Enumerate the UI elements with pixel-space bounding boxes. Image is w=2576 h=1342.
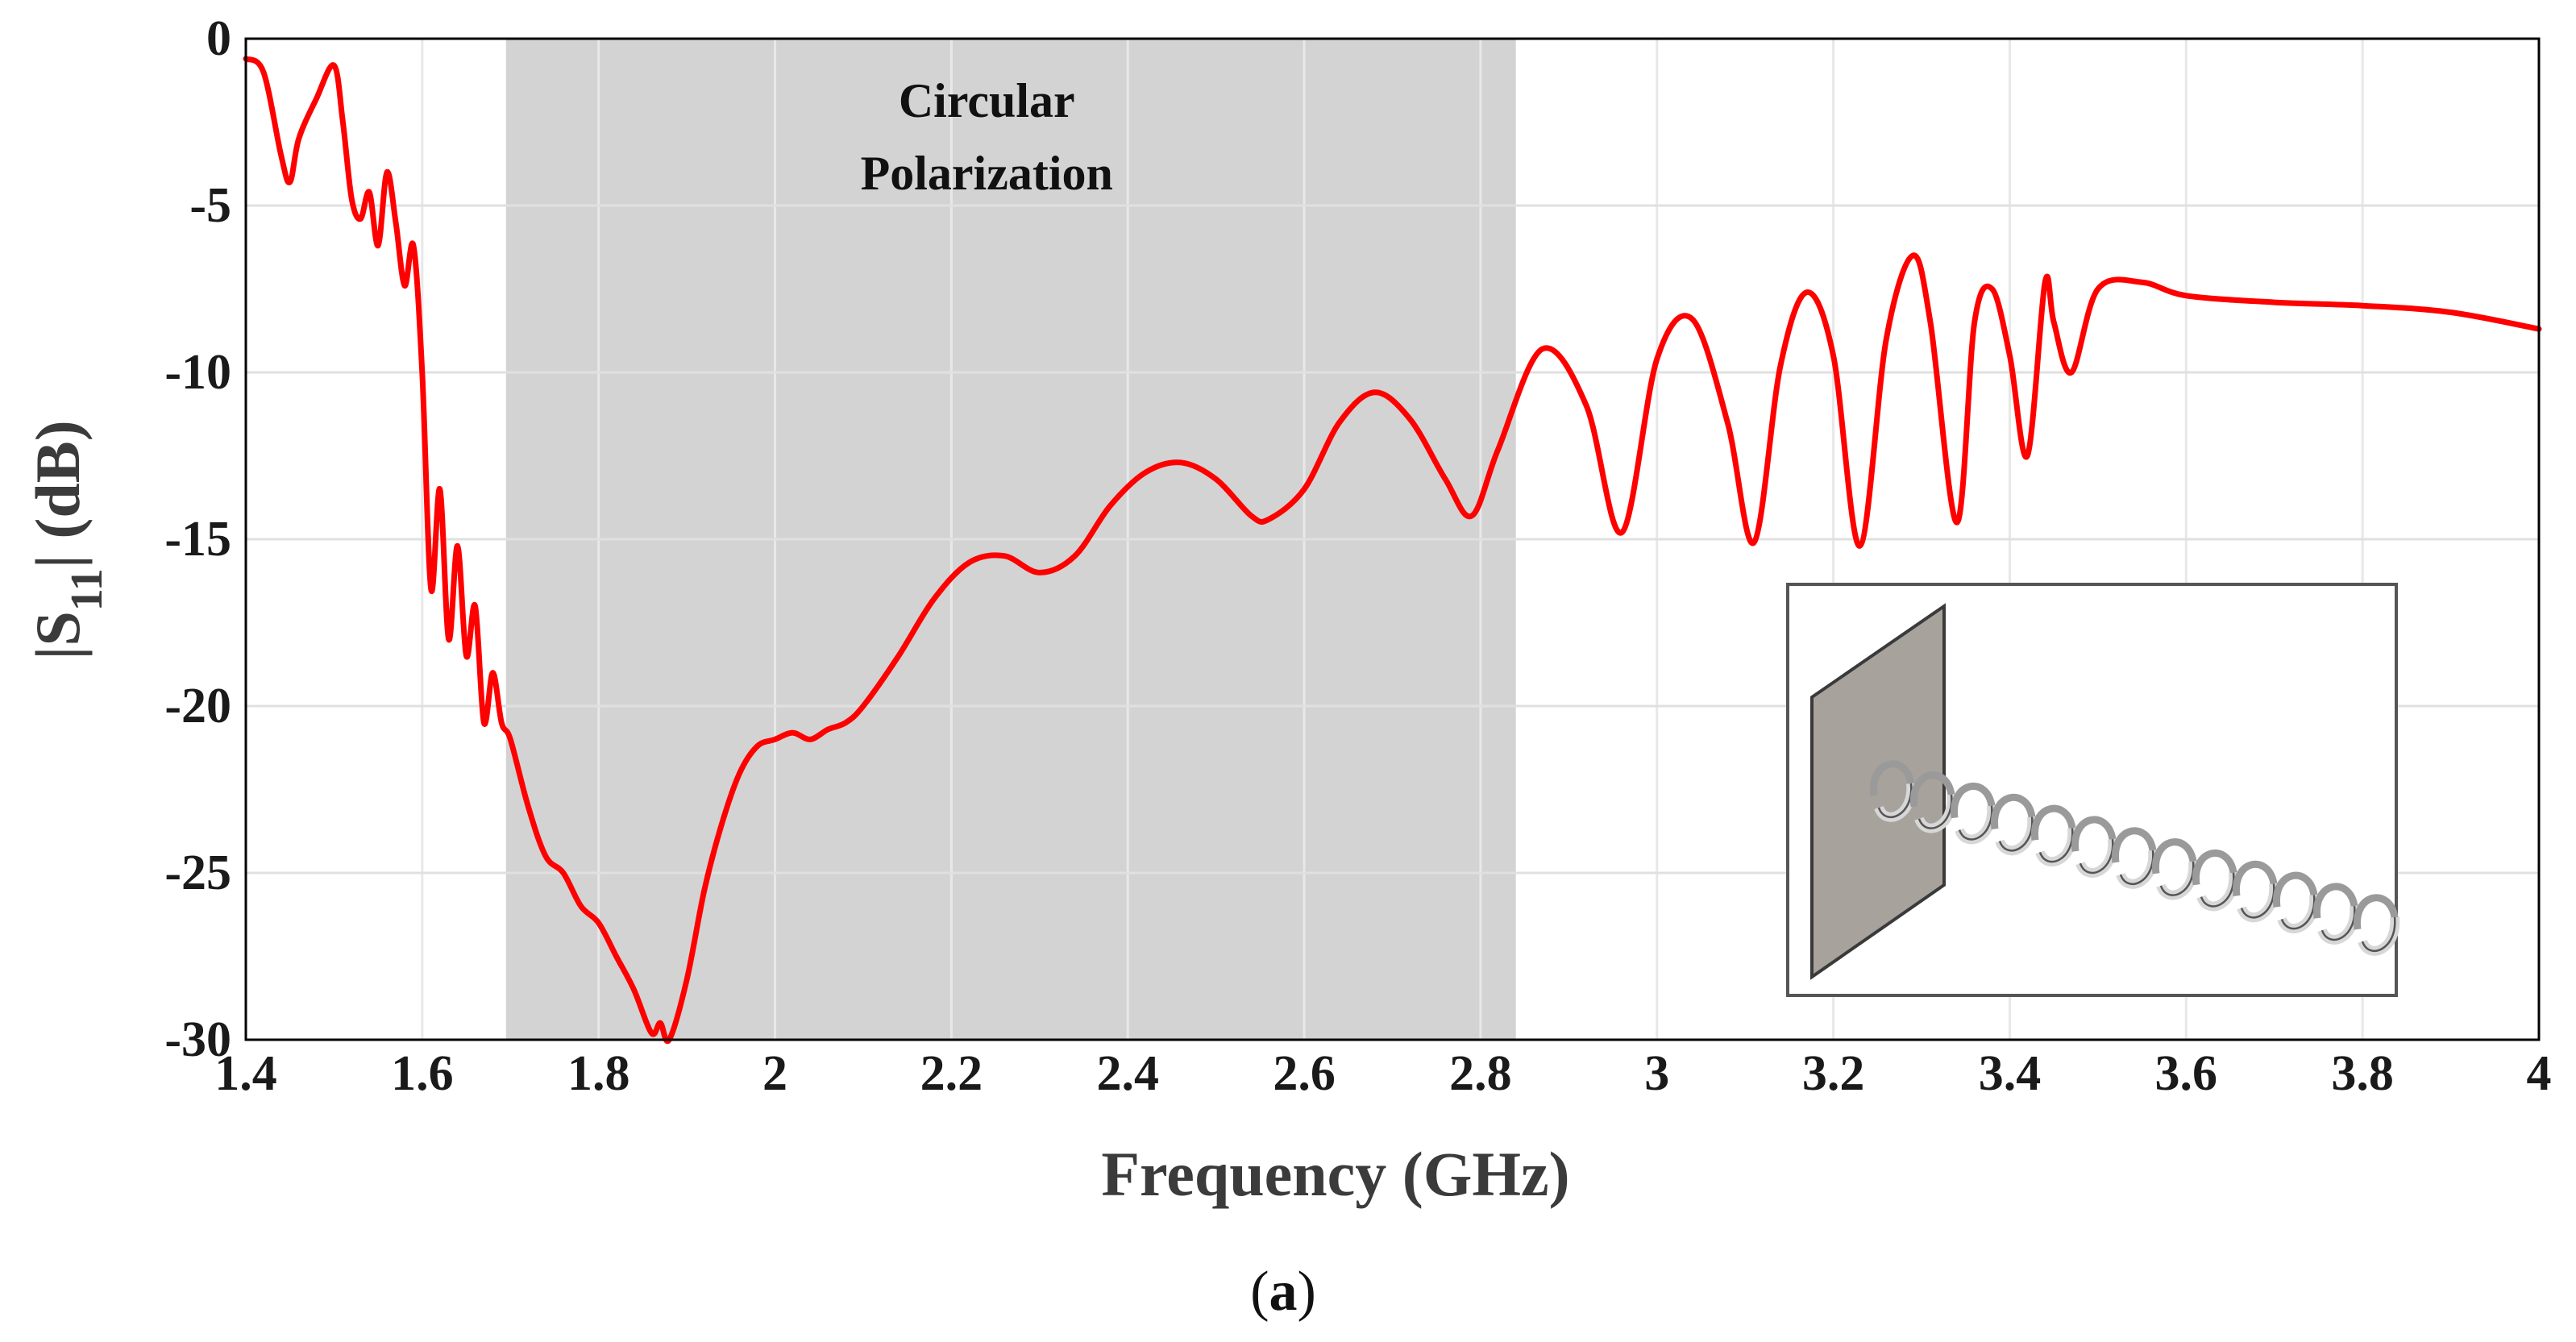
helix-turn-back bbox=[1910, 771, 1955, 808]
caption-letter: a bbox=[1269, 1261, 1298, 1323]
x-tick-label: 2.8 bbox=[1449, 1046, 1512, 1101]
s11-series-line bbox=[243, 56, 2542, 1045]
x-tick-label: 1.4 bbox=[214, 1046, 277, 1101]
x-tick-label: 3.2 bbox=[1802, 1046, 1865, 1101]
y-tick-labels: 0 -5 -10 -15 -20 -25 -30 bbox=[164, 11, 231, 1067]
x-tick-label: 1.6 bbox=[391, 1046, 454, 1101]
helix-turn-back bbox=[2192, 849, 2237, 886]
helix-turn-back bbox=[1870, 760, 1915, 796]
y-tick-label: -5 bbox=[189, 178, 231, 233]
x-tick-label: 4 bbox=[2527, 1046, 2552, 1101]
x-tick-label: 2.4 bbox=[1096, 1046, 1159, 1101]
helix-turn-back bbox=[2152, 838, 2197, 875]
y-axis-label-open: |S bbox=[23, 611, 93, 660]
antenna-inset bbox=[1786, 583, 2400, 997]
helix-turn-back bbox=[2112, 827, 2157, 863]
helix-turn-back bbox=[1951, 782, 1996, 819]
helix-turn-back bbox=[1991, 793, 2036, 830]
helix-turn-back bbox=[2031, 804, 2076, 841]
x-tick-label: 3.8 bbox=[2331, 1046, 2394, 1101]
x-tick-label: 2.2 bbox=[920, 1046, 983, 1101]
y-tick-label: -15 bbox=[164, 512, 231, 567]
x-tick-label: 3.4 bbox=[1979, 1046, 2042, 1101]
y-axis-label-close: | (dB) bbox=[23, 420, 93, 568]
y-axis-label-subscript: 11 bbox=[62, 568, 112, 611]
band-label-line2: Polarization bbox=[861, 147, 1113, 200]
x-tick-label: 3.6 bbox=[2155, 1046, 2218, 1101]
x-tick-label: 2 bbox=[762, 1046, 787, 1101]
plot-frame bbox=[244, 37, 2541, 1041]
x-tick-label: 1.8 bbox=[567, 1046, 630, 1101]
x-tick-label: 2.6 bbox=[1273, 1046, 1336, 1101]
helix-turn-back bbox=[2071, 816, 2117, 852]
x-tick-label: 3 bbox=[1644, 1046, 1669, 1101]
y-tick-label: -25 bbox=[164, 846, 231, 900]
y-tick-label: -10 bbox=[164, 345, 231, 400]
y-axis-label: |S11| (dB) bbox=[23, 420, 112, 660]
band-label-line1: Circular bbox=[899, 74, 1075, 127]
x-axis-label: Frequency (GHz) bbox=[1101, 1139, 1569, 1209]
y-tick-label: 0 bbox=[206, 11, 231, 66]
caption-paren-close: ) bbox=[1298, 1261, 1316, 1323]
x-tick-labels: 1.4 1.6 1.8 2 2.2 2.4 2.6 2.8 3 3.2 3.4 3.6 3.8 4 bbox=[214, 1046, 2551, 1101]
helix-turn-back bbox=[2354, 894, 2399, 930]
helix-coil bbox=[1870, 760, 2400, 956]
y-tick-label: -30 bbox=[164, 1012, 231, 1067]
helix-turn-back bbox=[2273, 871, 2318, 908]
figure-caption: (a) bbox=[1250, 1261, 1316, 1323]
ground-plane bbox=[1810, 603, 1946, 980]
y-tick-label: -20 bbox=[164, 679, 231, 733]
caption-paren-open: ( bbox=[1250, 1261, 1269, 1323]
helix-turn-back bbox=[2233, 860, 2278, 897]
helix-turn-back bbox=[2313, 883, 2358, 919]
helix-turn-edge bbox=[2361, 916, 2396, 952]
